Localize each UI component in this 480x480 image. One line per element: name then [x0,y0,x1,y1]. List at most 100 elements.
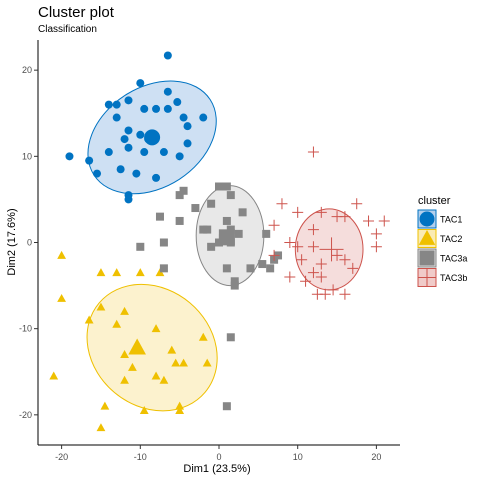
data-point-tac3b [284,237,296,248]
data-point-tac3a [226,333,235,342]
y-tick-label: 0 [27,238,32,248]
data-point-tac2 [198,332,208,341]
data-point-tac3b [351,198,363,210]
data-point-tac2 [49,371,59,380]
data-point-tac3b [315,206,327,218]
data-point-tac1 [85,156,94,165]
data-point-tac1 [175,152,184,161]
data-point-tac3a [234,229,243,238]
data-point-tac1 [116,165,125,174]
data-point-tac3a [203,225,212,234]
data-point-tac3a [222,182,231,191]
data-point-tac2 [135,268,145,277]
data-point-tac3a [155,212,164,221]
data-point-tac2 [171,358,181,367]
data-point-tac3b [370,228,382,240]
data-point-tac3b [339,288,351,300]
data-point-tac3a [136,242,145,251]
legend-symbol-tac3b [418,268,436,287]
data-point-tac2 [128,362,137,371]
data-point-tac1 [104,100,113,109]
data-point-tac1 [124,195,133,204]
data-point-tac3b [378,215,390,227]
data-point-tac3b [284,271,296,283]
legend-symbol-tac3a [419,250,435,266]
data-point-tac3b [363,215,375,227]
y-tick-label: 20 [22,65,32,75]
data-point-tac3b [276,198,288,210]
data-point-tac3b [331,249,343,261]
data-point-tac1 [163,87,172,96]
data-point-tac2 [57,293,67,302]
data-point-tac3b [296,254,308,266]
data-point-tac1 [159,148,168,157]
data-point-tac3a [262,229,271,238]
data-point-tac3b [292,206,304,218]
centroid-tac1 [144,129,161,146]
data-point-tac2 [96,268,106,277]
data-point-tac3a [222,402,231,411]
data-point-tac1 [112,100,121,109]
data-point-tac3a [266,264,275,273]
centroid-tac3a [218,229,235,246]
data-point-tac3a [191,204,200,213]
data-point-tac2 [96,302,106,311]
legend-symbol-tac2 [418,229,436,245]
chart-subtitle: Classification [38,24,97,35]
data-point-tac3b [339,254,351,266]
y-axis-label: Dim2 (17.6%) [6,208,18,275]
data-point-tac1 [163,104,172,113]
data-point-tac3b [347,262,359,274]
data-point-tac3b [300,275,312,287]
data-point-tac1 [152,104,161,113]
data-point-tac3b [319,288,331,300]
data-point-tac2 [112,319,122,328]
data-point-tac3b [370,241,382,253]
data-point-tac1 [140,148,149,157]
data-point-tac3b [268,219,280,231]
data-point-tac1 [183,139,192,148]
data-point-tac1 [163,51,172,60]
x-tick-label: 10 [293,452,303,462]
data-point-tac3b [268,249,280,261]
data-point-tac3b [307,224,319,236]
data-point-tac1 [124,96,133,105]
data-point-tac2 [112,268,122,277]
data-point-tac2 [57,250,67,259]
data-point-tac1 [136,130,145,139]
legend-label-tac3b: TAC3b [440,273,467,283]
data-point-tac1 [152,173,161,182]
data-point-tac3a [258,260,267,269]
data-point-tac1 [183,122,192,131]
legend-layer: TAC1 TAC2 TAC3a TAC3b [417,209,467,287]
data-point-tac2 [120,375,129,384]
centroid-tac2 [128,338,146,355]
data-point-tac1 [65,152,74,161]
y-tick-label: -10 [19,324,32,334]
data-point-tac2 [151,324,161,333]
data-point-tac3a [175,191,184,200]
data-point-tac3b [339,211,351,223]
data-point-tac2 [202,358,212,367]
y-tick-label: -20 [19,410,32,420]
data-point-tac3a [230,281,239,290]
data-point-tac3a [207,242,216,251]
legend-title: cluster [418,195,451,207]
data-point-tac3a [179,186,188,195]
data-point-tac3b [315,271,327,283]
cluster-ellipse-tac2 [86,283,218,412]
data-point-tac1 [199,113,208,122]
data-point-tac1 [93,169,102,178]
axes-layer: -20 -10 0 10 20 -20 -10 0 10 20 [19,40,400,462]
data-point-tac1 [173,98,182,107]
data-point-tac3b [315,258,327,270]
legend-label-tac1: TAC1 [440,215,462,225]
data-point-tac1 [112,113,121,122]
x-tick-label: -20 [55,452,68,462]
data-point-tac3b [307,241,319,253]
data-point-tac3a [222,264,231,273]
data-point-tac1 [104,148,113,157]
chart-title: Cluster plot [38,4,114,21]
